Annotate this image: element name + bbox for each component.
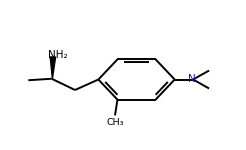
Polygon shape [50, 57, 56, 79]
Text: CH₃: CH₃ [106, 118, 124, 127]
Text: N: N [188, 75, 196, 84]
Text: NH₂: NH₂ [48, 51, 68, 60]
